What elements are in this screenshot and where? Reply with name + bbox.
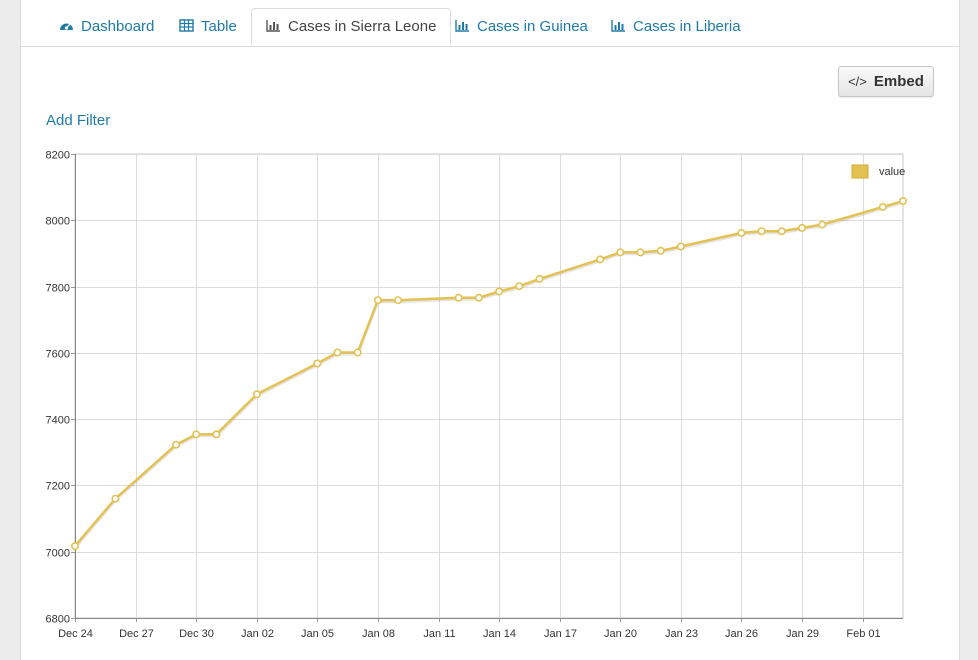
data-point	[192, 430, 201, 439]
x-tick-label: Jan 11	[423, 628, 455, 640]
series-line-value	[74, 199, 904, 547]
legend: value	[851, 164, 905, 179]
tab-table-label: Table	[201, 18, 237, 35]
x-tick-label: Jan 17	[544, 628, 577, 640]
data-point	[636, 248, 645, 257]
data-point	[898, 197, 907, 206]
data-point	[515, 282, 524, 291]
y-tick-label: 7000	[46, 548, 70, 560]
add-filter-link[interactable]: Add Filter	[46, 112, 111, 129]
data-point	[757, 227, 766, 236]
tab-cases-guinea-label: Cases in Guinea	[477, 18, 588, 35]
tab-cases-guinea[interactable]: Cases in Guinea	[441, 9, 602, 45]
bar-chart-icon	[455, 20, 469, 32]
x-tick-label: Jan 26	[725, 628, 758, 640]
legend-swatch	[851, 164, 869, 179]
data-point	[656, 246, 665, 255]
tab-dashboard-label: Dashboard	[81, 18, 155, 35]
x-tick-label: Jan 05	[301, 628, 334, 640]
x-tick-label: Feb 01	[846, 628, 880, 640]
y-tick-label: 6800	[46, 614, 70, 626]
data-point	[111, 494, 120, 503]
tab-cases-sierra-leone-label: Cases in Sierra Leone	[288, 18, 437, 35]
data-point	[818, 220, 827, 229]
data-point	[676, 242, 685, 251]
y-tick-label: 8200	[46, 150, 70, 162]
x-tick-label: Dec 24	[58, 628, 93, 640]
embed-button[interactable]: </> Embed	[838, 66, 934, 97]
data-point	[353, 348, 362, 357]
x-tick-label: Jan 02	[241, 628, 274, 640]
data-point	[373, 296, 382, 305]
data-point	[454, 293, 463, 302]
x-tick-label: Jan 08	[362, 628, 395, 640]
x-tick-label: Jan 23	[665, 628, 698, 640]
bar-chart-icon	[266, 20, 280, 32]
data-point	[333, 348, 342, 357]
x-tick-label: Jan 14	[483, 628, 516, 640]
data-point	[172, 440, 181, 449]
tab-table[interactable]: Table	[165, 9, 251, 45]
data-point	[535, 274, 544, 283]
x-tick-label: Jan 29	[786, 628, 819, 640]
data-point	[71, 542, 80, 551]
data-point	[495, 287, 504, 296]
y-tick-label: 7400	[46, 415, 70, 427]
x-tick-label: Jan 20	[604, 628, 637, 640]
table-icon	[179, 19, 194, 32]
data-point	[474, 293, 483, 302]
x-tick-label: Dec 27	[119, 628, 154, 640]
tab-cases-sierra-leone[interactable]: Cases in Sierra Leone	[251, 8, 452, 46]
data-point	[777, 227, 786, 236]
legend-label: value	[879, 166, 905, 178]
code-icon: </>	[848, 74, 867, 89]
y-tick-label: 7600	[46, 349, 70, 361]
tab-cases-liberia-label: Cases in Liberia	[633, 18, 741, 35]
y-tick-label: 8000	[46, 216, 70, 228]
bar-chart-icon	[611, 20, 625, 32]
data-point	[878, 203, 887, 212]
plot-area	[74, 153, 904, 619]
tab-dashboard[interactable]: Dashboard	[45, 9, 168, 45]
x-tick-label: Dec 30	[179, 628, 214, 640]
dashboard-icon	[60, 23, 73, 30]
data-point	[737, 228, 746, 237]
data-point	[313, 359, 322, 368]
data-point	[394, 296, 403, 305]
y-tick-label: 7200	[46, 481, 70, 493]
y-tick-label: 7800	[46, 283, 70, 295]
data-point	[797, 223, 806, 232]
tab-cases-liberia[interactable]: Cases in Liberia	[597, 9, 755, 45]
data-point	[616, 248, 625, 257]
data-point	[212, 430, 221, 439]
data-point	[596, 255, 605, 264]
tab-bar: Dashboard Table Cases in Sierra Leone	[21, 0, 959, 47]
embed-button-label: Embed	[873, 73, 924, 90]
data-point	[252, 390, 261, 399]
